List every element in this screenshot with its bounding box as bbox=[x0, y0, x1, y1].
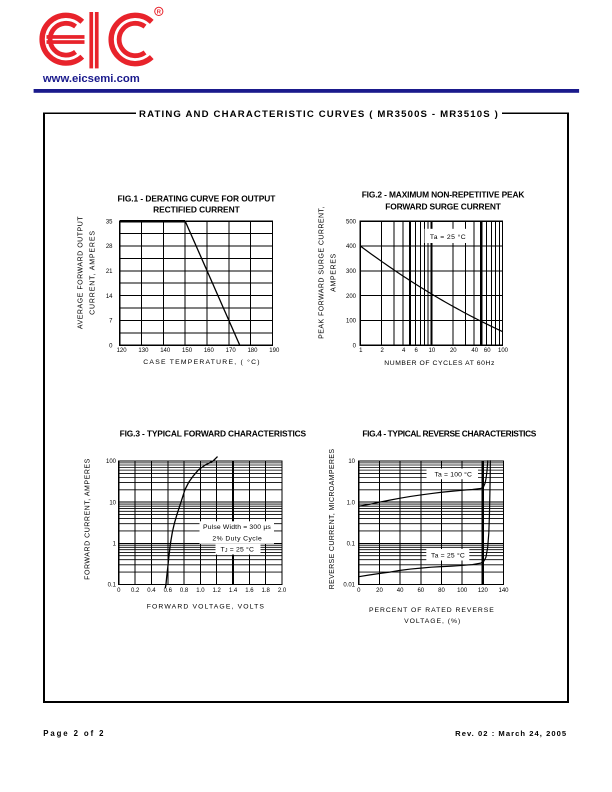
svg-text:200: 200 bbox=[346, 294, 357, 300]
svg-text:0: 0 bbox=[109, 343, 113, 349]
svg-text:190: 190 bbox=[269, 348, 280, 354]
svg-text:0.2: 0.2 bbox=[131, 588, 140, 594]
svg-text:0.8: 0.8 bbox=[180, 588, 189, 594]
svg-text:VOLTAGE, (%): VOLTAGE, (%) bbox=[404, 618, 461, 625]
svg-text:300: 300 bbox=[346, 269, 357, 275]
svg-text:0.1: 0.1 bbox=[347, 542, 356, 548]
svg-text:Page 2 of 2: Page 2 of 2 bbox=[43, 729, 105, 738]
svg-text:500: 500 bbox=[346, 219, 357, 225]
svg-text:160: 160 bbox=[204, 348, 215, 354]
svg-text:100: 100 bbox=[106, 459, 117, 465]
svg-text:400: 400 bbox=[346, 244, 357, 250]
svg-text:FIG.3 - TYPICAL FORWARD CHARAC: FIG.3 - TYPICAL FORWARD CHARACTERISTICS bbox=[120, 428, 307, 438]
svg-text:1.0: 1.0 bbox=[347, 500, 356, 506]
svg-text:10: 10 bbox=[348, 459, 355, 465]
svg-text:NUMBER OF CYCLES AT 60Hz: NUMBER OF CYCLES AT 60Hz bbox=[384, 360, 495, 367]
svg-text:120: 120 bbox=[117, 348, 128, 354]
svg-text:1: 1 bbox=[359, 348, 363, 354]
svg-text:Rev. 02 : March 24, 2005: Rev. 02 : March 24, 2005 bbox=[455, 729, 567, 738]
svg-text:TJ = 25 °C: TJ = 25 °C bbox=[221, 546, 255, 555]
svg-text:100: 100 bbox=[346, 319, 357, 325]
svg-text:170: 170 bbox=[226, 348, 237, 354]
svg-text:10: 10 bbox=[109, 500, 116, 506]
svg-text:6: 6 bbox=[414, 348, 418, 354]
svg-text:REVERSE CURRENT, MICROAMPERES: REVERSE CURRENT, MICROAMPERES bbox=[329, 449, 336, 590]
svg-text:60: 60 bbox=[484, 348, 491, 354]
svg-text:PERCENT OF RATED REVERSE: PERCENT OF RATED REVERSE bbox=[369, 607, 495, 614]
svg-text:PEAK FORWARD SURGE CURRENT,: PEAK FORWARD SURGE CURRENT, bbox=[318, 206, 325, 339]
svg-text:0: 0 bbox=[117, 588, 121, 594]
svg-text:1.4: 1.4 bbox=[229, 588, 238, 594]
svg-text:CURRENT, AMPERES: CURRENT, AMPERES bbox=[90, 230, 97, 315]
svg-text:40: 40 bbox=[471, 348, 478, 354]
svg-text:2: 2 bbox=[381, 348, 385, 354]
svg-text:FORWARD CURRENT, AMPERES: FORWARD CURRENT, AMPERES bbox=[85, 458, 92, 580]
svg-text:0: 0 bbox=[353, 343, 357, 349]
svg-text:AMPERES: AMPERES bbox=[330, 253, 337, 292]
svg-text:CASE TEMPERATURE, ( °C): CASE TEMPERATURE, ( °C) bbox=[143, 358, 260, 366]
svg-text:FORWARD SURGE CURRENT: FORWARD SURGE CURRENT bbox=[385, 201, 502, 211]
svg-text:4: 4 bbox=[402, 348, 406, 354]
svg-text:0.4: 0.4 bbox=[147, 588, 156, 594]
svg-text:20: 20 bbox=[376, 588, 383, 594]
svg-text:1.6: 1.6 bbox=[245, 588, 254, 594]
svg-text:10: 10 bbox=[429, 348, 436, 354]
svg-text:RATING AND CHARACTERISTIC CURV: RATING AND CHARACTERISTIC CURVES ( MR350… bbox=[139, 109, 499, 120]
svg-text:0: 0 bbox=[357, 588, 361, 594]
svg-text:1.0: 1.0 bbox=[196, 588, 205, 594]
svg-text:FIG.4 - TYPICAL REVERSE CHARAC: FIG.4 - TYPICAL REVERSE CHARACTERISTICS bbox=[362, 428, 536, 438]
svg-text:0.01: 0.01 bbox=[343, 583, 355, 589]
svg-text:140: 140 bbox=[160, 348, 171, 354]
svg-text:0.1: 0.1 bbox=[108, 583, 117, 589]
svg-text:FORWARD VOLTAGE, VOLTS: FORWARD VOLTAGE, VOLTS bbox=[147, 604, 265, 611]
svg-text:180: 180 bbox=[247, 348, 258, 354]
svg-text:35: 35 bbox=[106, 219, 113, 225]
svg-text:21: 21 bbox=[106, 269, 113, 275]
svg-text:120: 120 bbox=[478, 588, 489, 594]
svg-text:R: R bbox=[157, 10, 162, 16]
svg-text:www.eicsemi.com: www.eicsemi.com bbox=[42, 73, 140, 85]
svg-text:FIG.1 - DERATING CURVE FOR OUT: FIG.1 - DERATING CURVE FOR OUTPUT bbox=[118, 193, 277, 203]
svg-text:40: 40 bbox=[397, 588, 404, 594]
svg-text:20: 20 bbox=[450, 348, 457, 354]
svg-text:7: 7 bbox=[109, 319, 113, 325]
svg-text:60: 60 bbox=[417, 588, 424, 594]
svg-text:80: 80 bbox=[438, 588, 445, 594]
svg-text:14: 14 bbox=[106, 294, 113, 300]
svg-text:100: 100 bbox=[498, 348, 509, 354]
svg-text:150: 150 bbox=[182, 348, 193, 354]
svg-text:Ta = 25 °C: Ta = 25 °C bbox=[430, 233, 466, 241]
svg-text:2.0: 2.0 bbox=[278, 588, 287, 594]
svg-text:0.6: 0.6 bbox=[164, 588, 173, 594]
svg-text:130: 130 bbox=[138, 348, 149, 354]
svg-text:Ta = 100 °C: Ta = 100 °C bbox=[434, 471, 472, 479]
svg-text:Ta = 25 °C: Ta = 25 °C bbox=[431, 552, 465, 560]
svg-text:1.8: 1.8 bbox=[262, 588, 271, 594]
svg-text:140: 140 bbox=[498, 588, 509, 594]
svg-text:100: 100 bbox=[457, 588, 468, 594]
svg-text:RECTIFIED CURRENT: RECTIFIED CURRENT bbox=[153, 204, 240, 214]
svg-text:1.2: 1.2 bbox=[213, 588, 222, 594]
svg-text:28: 28 bbox=[106, 244, 113, 250]
svg-text:Pulse Width = 300 µs: Pulse Width = 300 µs bbox=[203, 524, 271, 531]
svg-text:FIG.2 - MAXIMUM NON-REPETITIVE: FIG.2 - MAXIMUM NON-REPETITIVE PEAK bbox=[362, 190, 525, 200]
svg-text:2% Duty Cycle: 2% Duty Cycle bbox=[212, 536, 262, 543]
svg-text:1: 1 bbox=[113, 542, 117, 548]
svg-text:AVERAGE FORWARD OUTPUT: AVERAGE FORWARD OUTPUT bbox=[77, 216, 84, 329]
